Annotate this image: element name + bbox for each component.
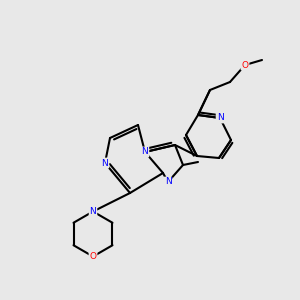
Text: N: N — [217, 113, 224, 122]
Text: O: O — [242, 61, 248, 70]
Text: O: O — [89, 252, 97, 261]
Text: N: N — [165, 178, 171, 187]
Text: N: N — [142, 148, 148, 157]
Text: N: N — [90, 207, 96, 216]
Text: N: N — [102, 158, 108, 167]
